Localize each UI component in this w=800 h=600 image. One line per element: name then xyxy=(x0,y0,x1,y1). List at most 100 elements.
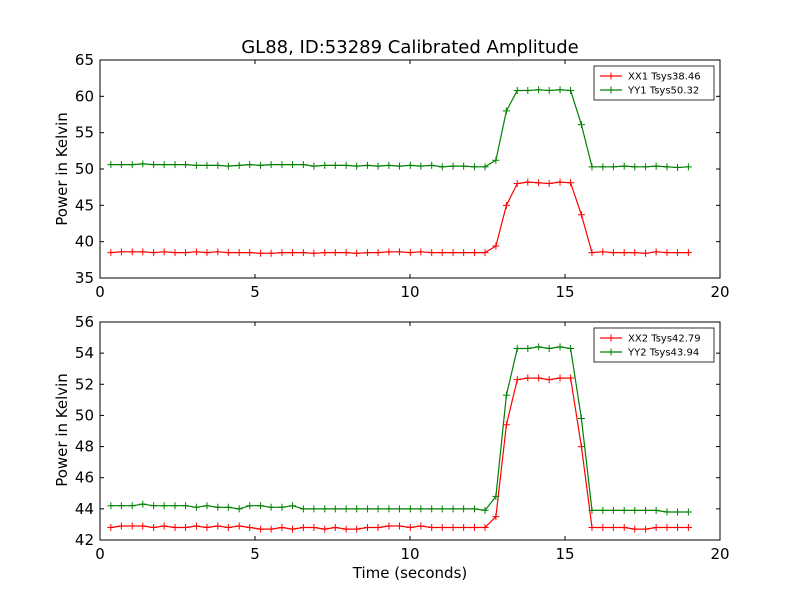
bottom-series-2-point xyxy=(556,343,564,351)
top-series-2-point xyxy=(545,87,553,95)
top-series-1-point xyxy=(214,248,222,256)
top-series-1-point xyxy=(460,249,468,257)
bottom-ytick-label: 44 xyxy=(75,500,94,518)
bottom-series-2-point xyxy=(502,391,510,399)
top-series-2-point xyxy=(417,162,425,170)
bottom-xtick-label: 20 xyxy=(710,545,729,563)
bottom-series-2-point xyxy=(246,502,254,510)
bottom-series-1-point xyxy=(267,525,275,533)
bottom-legend-box xyxy=(593,327,715,363)
top-series-1-point xyxy=(556,178,564,186)
top-series-1-point xyxy=(406,249,414,257)
bottom-series-1-point xyxy=(513,376,521,384)
top-series-1-point xyxy=(513,180,521,188)
top-xtick-label: 15 xyxy=(555,283,574,301)
top-series-1-point xyxy=(438,249,446,257)
bottom-series-1-point xyxy=(577,443,585,451)
top-series-2-point xyxy=(556,86,564,94)
bottom-series-1-point xyxy=(642,525,650,533)
top-series-2-point xyxy=(513,87,521,95)
top-series-1-point xyxy=(364,249,372,257)
bottom-series-2-point xyxy=(620,506,628,514)
bottom-series-1-point xyxy=(278,524,286,532)
top-series-1-point xyxy=(535,179,543,187)
bottom-series-2-point xyxy=(588,506,596,514)
top-series-2-point xyxy=(460,162,468,170)
bottom-series-2-point xyxy=(224,503,232,511)
bottom-series-1-point xyxy=(203,524,211,532)
bottom-series-1-point xyxy=(342,525,350,533)
bottom-series-1-point xyxy=(492,513,500,521)
bottom-series-2-point xyxy=(321,505,329,513)
bottom-legend-label-2: YY2 Tsys43.94 xyxy=(627,348,699,359)
top-series-2-point xyxy=(107,161,115,169)
top-series-1-point xyxy=(171,249,179,257)
top-series-2-point xyxy=(449,162,457,170)
top-series-2-point xyxy=(321,161,329,169)
bottom-series-2-point xyxy=(652,506,660,514)
top-series-1-point xyxy=(609,249,617,257)
top-series-2-point xyxy=(406,161,414,169)
top-xtick-label: 10 xyxy=(400,283,419,301)
top-series-1-point xyxy=(331,249,339,257)
bottom-series-1-point xyxy=(674,524,682,532)
top-series-2-point xyxy=(214,161,222,169)
bottom-series-2-point xyxy=(192,503,200,511)
top-legend-label-1: XX1 Tsys38.46 xyxy=(628,72,701,83)
top-series-2-point xyxy=(631,163,639,171)
top-series-1-point xyxy=(481,249,489,257)
top-series-2-point xyxy=(395,162,403,170)
top-xtick-label: 20 xyxy=(710,283,729,301)
bottom-series-2-point xyxy=(438,505,446,513)
top-series-2-point xyxy=(674,164,682,172)
bottom-series-2-point xyxy=(513,344,521,352)
top-ytick-label: 60 xyxy=(75,87,94,105)
bottom-series-2-point xyxy=(642,506,650,514)
top-series-2-point xyxy=(385,161,393,169)
top-series-2-point xyxy=(117,161,125,169)
bottom-series-2-point xyxy=(139,500,147,508)
top-series-1-point xyxy=(289,249,297,257)
top-series-2-point xyxy=(353,162,361,170)
bottom-legend-label-1: XX2 Tsys42.79 xyxy=(628,334,701,345)
top-ytick-label: 55 xyxy=(75,124,94,142)
top-series-2-point xyxy=(139,160,147,168)
top-series-1-point xyxy=(128,248,136,256)
top-series-1-point xyxy=(502,201,510,209)
bottom-series-1-point xyxy=(663,524,671,532)
top-series-1-point xyxy=(449,249,457,257)
top-xtick-label: 0 xyxy=(95,283,105,301)
bottom-series-2-point xyxy=(203,502,211,510)
top-legend-box xyxy=(593,65,715,101)
bottom-series-2-point xyxy=(417,505,425,513)
bottom-series-2-point xyxy=(171,502,179,510)
bottom-series-1-point xyxy=(631,525,639,533)
top-series-2-point xyxy=(535,86,543,94)
top-series-1-point xyxy=(567,179,575,187)
top-series-2-point xyxy=(289,161,297,169)
top-legend-marker-1 xyxy=(607,72,615,80)
top-series-2-point xyxy=(364,161,372,169)
top-series-2-point xyxy=(171,161,179,169)
bottom-series-1-point xyxy=(481,524,489,532)
bottom-series-1-point xyxy=(374,524,382,532)
top-series-1-point xyxy=(182,249,190,257)
top-ytick-label: 45 xyxy=(75,196,94,214)
bottom-series-2-point xyxy=(331,505,339,513)
bottom-xtick-label: 5 xyxy=(250,545,260,563)
top-series-2-point xyxy=(267,161,275,169)
bottom-series-2-point xyxy=(395,505,403,513)
top-series-1-point xyxy=(684,249,692,257)
bottom-series-2-point xyxy=(535,343,543,351)
top-series-2-point xyxy=(428,161,436,169)
bottom-series-2-point xyxy=(353,505,361,513)
bottom-series-2-point xyxy=(460,505,468,513)
top-series-1-point xyxy=(620,249,628,257)
top-series-2-point xyxy=(684,163,692,171)
bottom-legend-marker-2 xyxy=(607,348,615,356)
top-series-1-point xyxy=(342,249,350,257)
top-legend-label-2: YY1 Tsys50.32 xyxy=(627,86,699,97)
bottom-series-2-point xyxy=(342,505,350,513)
bottom-series-2-point xyxy=(631,506,639,514)
